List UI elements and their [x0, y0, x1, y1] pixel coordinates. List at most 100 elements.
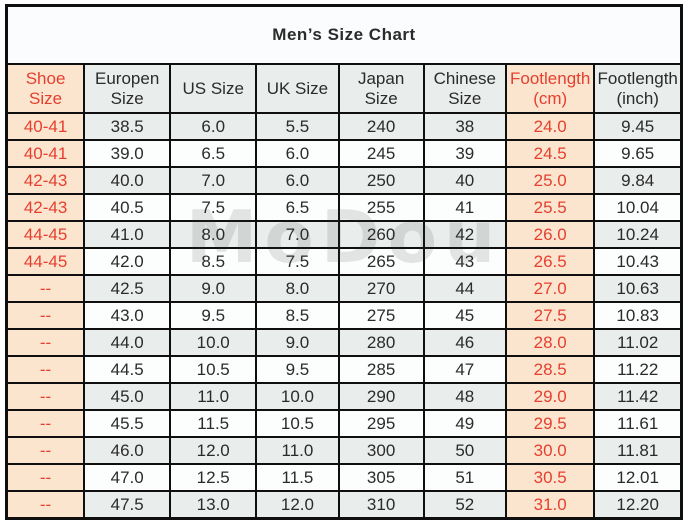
cell: 9.5 [255, 355, 340, 384]
cell: 280 [337, 328, 425, 357]
cell: 8.5 [255, 301, 340, 330]
cell: 11.81 [593, 436, 683, 465]
cell: 39.0 [83, 139, 172, 168]
cell: 10.0 [169, 328, 258, 357]
cell: 25.5 [504, 193, 596, 222]
cell: 40 [422, 166, 507, 195]
cell: 28.0 [504, 328, 596, 357]
cell: 285 [337, 355, 425, 384]
cell: -- [5, 490, 86, 520]
cell: 265 [337, 247, 425, 276]
cell: -- [5, 355, 86, 384]
cell: 52 [422, 490, 507, 520]
cell: 49 [422, 409, 507, 438]
cell: 10.43 [593, 247, 683, 276]
cell: 38 [422, 112, 507, 141]
cell: 24.5 [504, 139, 596, 168]
cell: -- [5, 382, 86, 411]
cell: 9.84 [593, 166, 683, 195]
table-row: 44-45 42.0 8.5 7.5 265 43 26.5 10.43 [5, 247, 683, 276]
cell: 29.0 [504, 382, 596, 411]
table-row: -- 46.0 12.0 11.0 300 50 30.0 11.81 [5, 436, 683, 465]
cell: 6.5 [169, 139, 258, 168]
table-row: -- 42.5 9.0 8.0 270 44 27.0 10.63 [5, 274, 683, 303]
table-row: 42-43 40.5 7.5 6.5 255 41 25.5 10.04 [5, 193, 683, 222]
cell: 12.20 [593, 490, 683, 520]
cell: 6.0 [169, 112, 258, 141]
cell: 7.0 [255, 220, 340, 249]
table-row: -- 43.0 9.5 8.5 275 45 27.5 10.83 [5, 301, 683, 330]
cell: 50 [422, 436, 507, 465]
cell: 42 [422, 220, 507, 249]
table-row: -- 45.5 11.5 10.5 295 49 29.5 11.61 [5, 409, 683, 438]
cell: 11.02 [593, 328, 683, 357]
table-row: 44-45 41.0 8.0 7.0 260 42 26.0 10.24 [5, 220, 683, 249]
cell: -- [5, 274, 86, 303]
size-table-body: 40-41 38.5 6.0 5.5 240 38 24.0 9.45 40-41 39.0 6.5… [5, 112, 683, 520]
cell: 240 [337, 112, 425, 141]
cell: -- [5, 301, 86, 330]
cell: 44.5 [83, 355, 172, 384]
cell: 6.0 [255, 139, 340, 168]
header-row: Shoe Size Europen Size US Size UK Size Japan… [5, 63, 683, 114]
cell: 26.5 [504, 247, 596, 276]
table-row: -- 47.0 12.5 11.5 305 51 30.5 12.01 [5, 463, 683, 492]
cell: 30.0 [504, 436, 596, 465]
cell: 42-43 [5, 193, 86, 222]
cell: 6.5 [255, 193, 340, 222]
header-cell: UK Size [255, 63, 340, 114]
chart-title: Men’s Size Chart [5, 4, 683, 65]
cell: 45 [422, 301, 507, 330]
cell: 43.0 [83, 301, 172, 330]
cell: 40.5 [83, 193, 172, 222]
cell: 12.0 [255, 490, 340, 520]
cell: -- [5, 463, 86, 492]
table-row: -- 44.5 10.5 9.5 285 47 28.5 11.22 [5, 355, 683, 384]
cell: 44-45 [5, 247, 86, 276]
cell: 40-41 [5, 112, 86, 141]
cell: -- [5, 409, 86, 438]
cell: 40.0 [83, 166, 172, 195]
table-row: -- 47.5 13.0 12.0 310 52 31.0 12.20 [5, 490, 683, 520]
cell: 39 [422, 139, 507, 168]
cell: 11.0 [255, 436, 340, 465]
cell: 310 [337, 490, 425, 520]
cell: 9.65 [593, 139, 683, 168]
header-cell: Shoe Size [5, 63, 86, 114]
cell: 7.5 [255, 247, 340, 276]
cell: 43 [422, 247, 507, 276]
cell: 13.0 [169, 490, 258, 520]
cell: 12.01 [593, 463, 683, 492]
cell: 31.0 [504, 490, 596, 520]
cell: 7.5 [169, 193, 258, 222]
cell: 11.61 [593, 409, 683, 438]
table-row: -- 44.0 10.0 9.0 280 46 28.0 11.02 [5, 328, 683, 357]
cell: 7.0 [169, 166, 258, 195]
cell: 26.0 [504, 220, 596, 249]
cell: 42.5 [83, 274, 172, 303]
cell: 11.5 [255, 463, 340, 492]
size-chart-table: Men’s Size Chart Shoe Size Europen Size US… [5, 4, 683, 520]
cell: 25.0 [504, 166, 596, 195]
cell: 51 [422, 463, 507, 492]
cell: 44 [422, 274, 507, 303]
table-row: 40-41 38.5 6.0 5.5 240 38 24.0 9.45 [5, 112, 683, 141]
cell: 11.22 [593, 355, 683, 384]
cell: 10.63 [593, 274, 683, 303]
cell: 44.0 [83, 328, 172, 357]
cell: 250 [337, 166, 425, 195]
cell: 11.0 [169, 382, 258, 411]
header-cell: Footlength (cm) [504, 63, 596, 114]
cell: 42.0 [83, 247, 172, 276]
cell: 27.0 [504, 274, 596, 303]
cell: 295 [337, 409, 425, 438]
header-cell: US Size [169, 63, 258, 114]
table-row: -- 45.0 11.0 10.0 290 48 29.0 11.42 [5, 382, 683, 411]
cell: 27.5 [504, 301, 596, 330]
title-row: Men’s Size Chart [5, 4, 683, 65]
cell: 5.5 [255, 112, 340, 141]
cell: 8.5 [169, 247, 258, 276]
cell: 10.83 [593, 301, 683, 330]
cell: 10.0 [255, 382, 340, 411]
